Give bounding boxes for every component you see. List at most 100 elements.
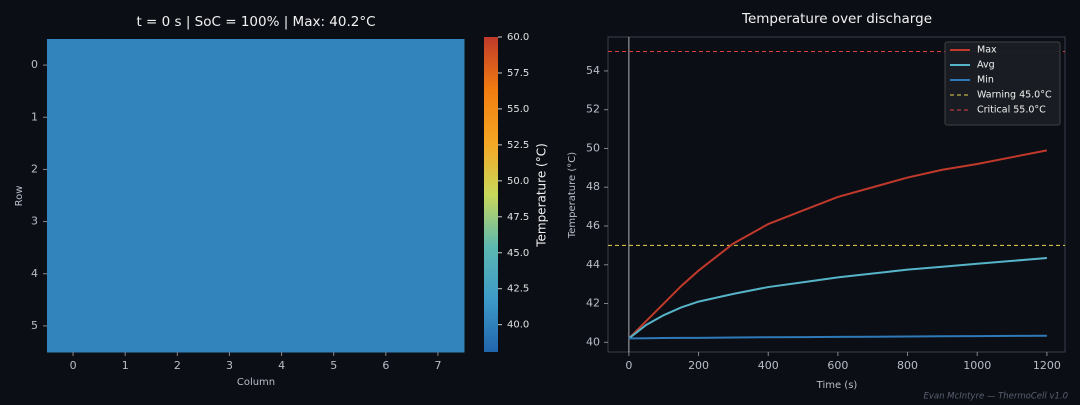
colorbar-label: Temperature (°C) (535, 143, 549, 248)
x-tick-label: 7 (434, 359, 441, 372)
heat-cell (151, 143, 204, 196)
x-tick-label: 600 (827, 359, 848, 372)
heat-cell (47, 91, 100, 144)
x-axis-label: Column (237, 377, 275, 388)
y-tick-label: 1 (31, 110, 38, 123)
heat-cell (255, 39, 309, 92)
heat-cell (99, 299, 152, 353)
y-tick-label: 50 (586, 141, 600, 154)
plot-frame (607, 36, 1066, 353)
heat-cell (307, 195, 361, 249)
heat-cell (307, 143, 361, 196)
heat-cell (151, 247, 204, 301)
heat-cell (99, 247, 152, 301)
y-axis-label: Temperature (°C) (567, 152, 578, 239)
heat-cell (359, 39, 413, 92)
colorbar-tick-label: 60.0 (507, 32, 529, 43)
colorbar-tick-label: 52.5 (507, 140, 529, 151)
heat-cell (151, 195, 204, 249)
x-tick-label: 1 (122, 359, 129, 372)
heat-cell (307, 247, 361, 301)
colorbar-tick-label: 57.5 (507, 68, 529, 79)
legend-label: Min (977, 75, 994, 86)
y-axis-label: Row (14, 186, 25, 207)
y-tick-label: 52 (586, 103, 600, 116)
x-tick-label: 5 (330, 359, 337, 372)
x-tick-label: 3 (226, 359, 233, 372)
legend-box (944, 41, 1061, 126)
legend-label: Critical 55.0°C (977, 105, 1046, 116)
x-tick-label: 0 (625, 359, 632, 372)
heat-cell (359, 91, 413, 144)
x-tick-label: 6 (382, 359, 389, 372)
heat-cell (359, 299, 413, 353)
y-tick-label: 46 (586, 219, 600, 232)
y-tick-label: 0 (31, 58, 38, 71)
heat-cell (255, 247, 309, 301)
heat-cell (255, 143, 309, 196)
heat-cell (359, 195, 413, 249)
y-tick-label: 3 (31, 215, 38, 228)
colorbar-tick-label: 50.0 (507, 176, 529, 187)
heat-cell (411, 195, 465, 249)
heatmap-title: t = 0 s | SoC = 100% | Max: 40.2°C (136, 14, 375, 30)
colorbar-tick-label: 42.5 (507, 284, 529, 295)
heat-cell (411, 91, 465, 144)
y-tick-label: 4 (31, 267, 38, 280)
colorbar-tick-label: 40.0 (507, 320, 529, 331)
colorbar (484, 37, 498, 352)
y-tick-label: 44 (586, 258, 600, 271)
y-tick-label: 5 (31, 319, 38, 332)
legend-label: Max (977, 45, 997, 56)
heat-cell (307, 299, 361, 353)
heat-cell (359, 247, 413, 301)
legend-label: Warning 45.0°C (977, 90, 1052, 101)
series-line (628, 256, 1047, 340)
heat-cell (47, 247, 100, 301)
heat-cell (47, 299, 100, 353)
x-tick-label: 1000 (963, 359, 991, 372)
heat-cell (99, 195, 152, 249)
footer: Evan McIntyre — ThermoCell v1.0 (923, 392, 1068, 402)
heat-cell (359, 143, 413, 196)
heat-cell (307, 39, 361, 92)
y-tick-label: 42 (586, 297, 600, 310)
heat-cell (255, 299, 309, 353)
heat-cell (203, 195, 256, 249)
colorbar-tick-label: 55.0 (507, 104, 529, 115)
heat-cell (151, 299, 204, 353)
heat-cell (47, 195, 100, 249)
series-line (628, 334, 1047, 340)
x-tick-label: 400 (758, 359, 779, 372)
colorbar-tick-label: 45.0 (507, 248, 529, 259)
y-tick-label: 48 (586, 180, 600, 193)
x-tick-label: 2 (174, 359, 181, 372)
heat-cell (151, 39, 204, 92)
x-tick-label: 200 (688, 359, 709, 372)
heat-cell (411, 299, 465, 353)
x-tick-label: 800 (897, 359, 918, 372)
x-tick-label: 1200 (1033, 359, 1061, 372)
y-tick-label: 54 (586, 64, 600, 77)
heat-cell (99, 143, 152, 196)
y-tick-label: 40 (586, 335, 600, 348)
heat-cell (99, 39, 152, 92)
heat-cell (47, 143, 100, 196)
heat-cell (151, 91, 204, 144)
line-title: Temperature over discharge (741, 11, 932, 27)
legend-label: Avg (977, 60, 995, 71)
heat-cell (99, 91, 152, 144)
heat-cell (203, 39, 256, 92)
heat-cell (411, 247, 465, 301)
heat-cell (203, 91, 256, 144)
heat-cell (411, 39, 465, 92)
x-tick-label: 0 (70, 359, 77, 372)
heat-cell (307, 91, 361, 144)
heat-cell (255, 91, 309, 144)
colorbar-tick-label: 47.5 (507, 212, 529, 223)
series-line (628, 149, 1048, 340)
heat-cell (203, 247, 256, 301)
heat-cell (47, 39, 100, 92)
